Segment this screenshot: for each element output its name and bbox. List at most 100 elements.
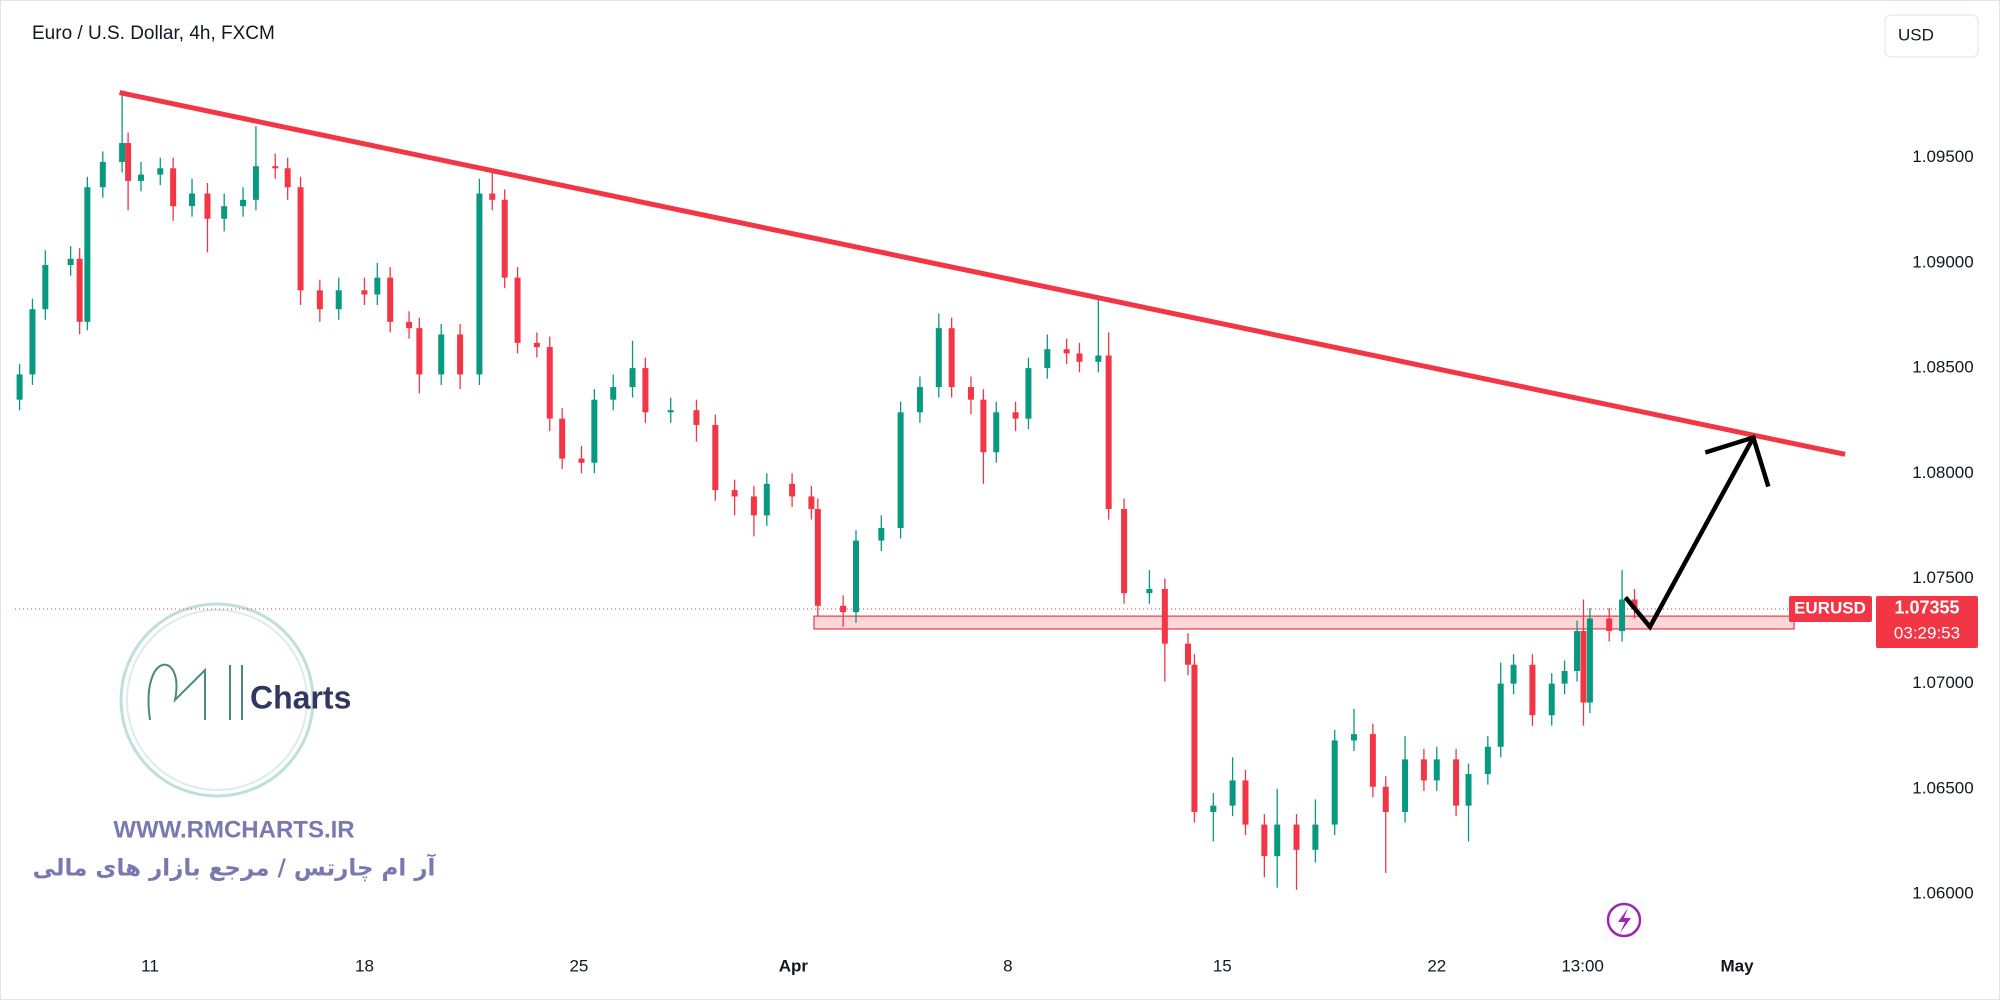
candle-body [1606, 618, 1613, 632]
currency-label[interactable]: USD [1898, 25, 1934, 44]
site-text: WWW.RMCHARTS.IR [113, 816, 354, 843]
candle-body [1242, 780, 1249, 825]
x-tick-label: May [1720, 956, 1754, 975]
candle-body [667, 410, 674, 413]
candle-body [1121, 509, 1128, 594]
symbol-label: EURUSD [1794, 598, 1866, 617]
candle-body [1012, 412, 1019, 419]
candle-body [125, 143, 132, 181]
y-tick-label: 1.07500 [1912, 568, 1973, 587]
support-zone [813, 615, 1795, 630]
trendline [119, 90, 1846, 457]
candle-body [1561, 671, 1568, 684]
candle-body [789, 483, 796, 497]
currency-button[interactable] [1884, 14, 1979, 58]
candle-body [476, 193, 483, 375]
candle-body [853, 540, 860, 613]
candle-body [642, 368, 649, 413]
candle-body [546, 347, 553, 419]
candle-body [1025, 368, 1032, 419]
price-label: 1.07355 [1894, 598, 1959, 618]
candle-body [840, 605, 847, 613]
candle-body [1184, 643, 1191, 665]
candle-body [204, 193, 211, 219]
candle-body [284, 168, 291, 188]
candle-body [119, 143, 126, 162]
candle-body [240, 199, 247, 207]
candle-body [1465, 774, 1472, 806]
candle-body [967, 387, 974, 400]
watermark: Charts WWW.RMCHARTS.IR آر ام چارتس / مرج… [33, 602, 437, 882]
candle-body [272, 166, 279, 169]
candle-body [387, 277, 394, 322]
candle-body [361, 290, 368, 295]
candle-body [993, 412, 1000, 453]
symbol-tag [1789, 595, 1872, 622]
candle-body [935, 328, 942, 388]
candle-body [514, 277, 521, 343]
candle-body [533, 342, 540, 348]
candle-body [897, 412, 904, 528]
candle-body [1420, 759, 1427, 781]
candle-body [76, 258, 83, 322]
candle-body [374, 277, 381, 295]
logo-text: Charts [250, 679, 351, 715]
candle-body [501, 199, 508, 278]
candle-body [693, 410, 700, 425]
logo-ring [119, 602, 315, 798]
logo-rm [147, 663, 243, 721]
candle-body [878, 527, 885, 541]
candle-body [29, 309, 36, 375]
candle-body [1619, 599, 1626, 632]
x-tick-label: Apr [779, 956, 809, 975]
candle-body [1574, 631, 1581, 672]
candle-body [559, 418, 566, 459]
y-tick-label: 1.08500 [1912, 358, 1973, 377]
candle-body [1261, 824, 1268, 857]
candle-body [1161, 588, 1168, 644]
candle-body [335, 290, 342, 310]
candle-body [916, 387, 923, 413]
candle-body [1210, 805, 1217, 812]
candle-body [814, 509, 821, 606]
lightning-icon[interactable] [1606, 902, 1642, 938]
candle-body [1350, 734, 1357, 741]
candle-body [1105, 355, 1112, 510]
candle-body [221, 206, 228, 219]
candle-body [1586, 618, 1593, 703]
chart-title: Euro / U.S. Dollar, 4h, FXCM [32, 23, 275, 44]
candle-body [578, 458, 585, 463]
candle-body [808, 496, 815, 510]
candle-body [42, 265, 49, 310]
candle-body [1293, 824, 1300, 850]
candle-body [1331, 740, 1338, 825]
y-tick-label: 1.06000 [1912, 883, 1973, 902]
candle-body [1044, 349, 1051, 369]
x-tick-label: 8 [1003, 956, 1012, 975]
candle-body [1402, 759, 1409, 812]
price-tag [1876, 595, 1978, 648]
candle-body [489, 193, 496, 200]
x-tick-label: 11 [141, 956, 159, 975]
y-tick-label: 1.09000 [1912, 252, 1973, 271]
candle-body [99, 161, 106, 188]
candle-body [1146, 588, 1153, 594]
candle-body [1484, 746, 1491, 775]
candle-body [1529, 664, 1536, 716]
icon-bolt[interactable] [1618, 908, 1631, 933]
icon-ring[interactable] [1606, 902, 1642, 938]
candle-body [1453, 759, 1460, 806]
candle-body [1497, 683, 1504, 747]
candle-body [1631, 599, 1638, 609]
candle-body [416, 328, 423, 375]
candle-body [948, 328, 955, 388]
candle-body [610, 387, 617, 400]
arrow-head [1704, 434, 1771, 488]
candle-body [629, 368, 636, 388]
tagline-text: آر ام چارتس / مرجع بازار های مالی [33, 853, 437, 882]
candle-body [731, 490, 738, 497]
x-tick-label: 13:00 [1561, 956, 1604, 975]
